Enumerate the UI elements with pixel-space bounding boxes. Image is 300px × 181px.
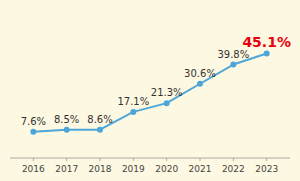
point [230,62,236,68]
data-label: 39.8% [217,49,249,60]
point [197,81,203,87]
data-label: 8.5% [54,114,79,125]
chart-container: 2016 2017 2018 2019 2020 2021 2022 2023 7.6% 8.5%… [0,0,300,181]
x-tick [100,158,101,161]
x-tick [266,158,267,161]
point [64,127,70,133]
data-labels: 7.6% 8.5% 8.6% 17.1%21.3%30.6%39.8%45.1% [21,34,291,127]
chart: 2016 2017 2018 2019 2020 2021 2022 2023 7.6% 8.5%… [0,0,300,181]
x-tick [233,158,234,161]
data-label: 7.6% [21,116,46,127]
x-axis [10,158,290,159]
point [130,109,136,115]
x-tick-label: 2021 [189,164,212,174]
line [33,54,266,132]
x-tick-label: 2022 [222,164,245,174]
x-tick-label: 2019 [122,164,145,174]
x-tick-label: 2018 [89,164,112,174]
x-tick-label: 2016 [22,164,45,174]
data-label: 17.1% [117,96,149,107]
x-tick-label: 2020 [155,164,178,174]
data-label: 21.3% [151,87,183,98]
data-label: 8.6% [87,114,112,125]
point [164,100,170,106]
x-tick [133,158,134,161]
plot-area [30,51,269,135]
data-label: 30.6% [184,68,216,79]
point [97,127,103,133]
x-tick-label: 2023 [255,164,278,174]
x-tick [166,158,167,161]
x-tick [33,158,34,161]
point [30,129,36,135]
x-ticks: 2016 2017 2018 2019 2020 2021 2022 2023 [22,158,278,174]
data-label: 45.1% [242,34,291,50]
x-tick-label: 2017 [55,164,78,174]
point [264,51,270,57]
x-tick [66,158,67,161]
x-tick [200,158,201,161]
